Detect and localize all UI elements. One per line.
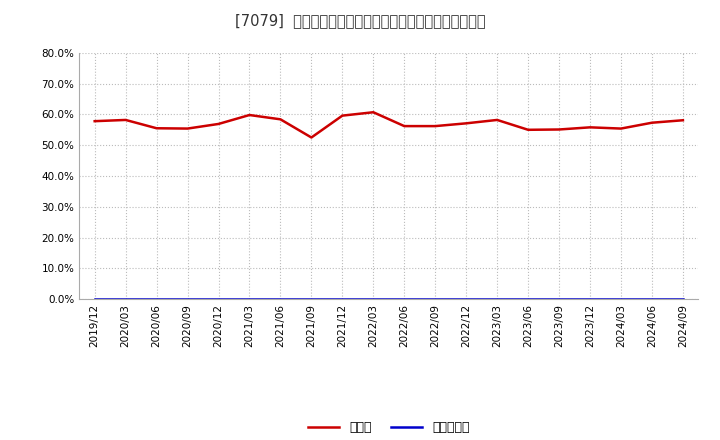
有利子負債 — [616, 296, 625, 301]
現預金 — [554, 127, 563, 132]
有利子負債 — [523, 296, 532, 301]
現預金 — [648, 120, 657, 125]
現預金 — [307, 135, 315, 140]
現預金 — [523, 127, 532, 132]
現預金 — [369, 110, 377, 115]
Text: [7079]  現預金、有利子負債の総資産に対する比率の推移: [7079] 現預金、有利子負債の総資産に対する比率の推移 — [235, 13, 485, 28]
有利子負債 — [121, 296, 130, 301]
現預金 — [492, 117, 501, 123]
現預金 — [153, 126, 161, 131]
有利子負債 — [369, 296, 377, 301]
Line: 現預金: 現預金 — [95, 112, 683, 137]
Legend: 現預金, 有利子負債: 現預金, 有利子負債 — [303, 416, 474, 439]
現預金 — [183, 126, 192, 131]
有利子負債 — [153, 296, 161, 301]
現預金 — [400, 124, 409, 129]
有利子負債 — [586, 296, 595, 301]
現預金 — [245, 112, 253, 117]
現預金 — [616, 126, 625, 131]
有利子負債 — [338, 296, 347, 301]
現預金 — [338, 113, 347, 118]
有利子負債 — [183, 296, 192, 301]
現預金 — [91, 118, 99, 124]
有利子負債 — [400, 296, 409, 301]
有利子負債 — [678, 296, 687, 301]
有利子負債 — [91, 296, 99, 301]
現預金 — [678, 117, 687, 123]
現預金 — [586, 125, 595, 130]
有利子負債 — [492, 296, 501, 301]
有利子負債 — [554, 296, 563, 301]
有利子負債 — [648, 296, 657, 301]
有利子負債 — [307, 296, 315, 301]
現預金 — [462, 121, 471, 126]
現預金 — [121, 117, 130, 123]
有利子負債 — [462, 296, 471, 301]
有利子負債 — [215, 296, 223, 301]
有利子負債 — [276, 296, 285, 301]
現預金 — [276, 117, 285, 122]
現預金 — [431, 124, 439, 129]
有利子負債 — [245, 296, 253, 301]
現預金 — [215, 121, 223, 127]
有利子負債 — [431, 296, 439, 301]
